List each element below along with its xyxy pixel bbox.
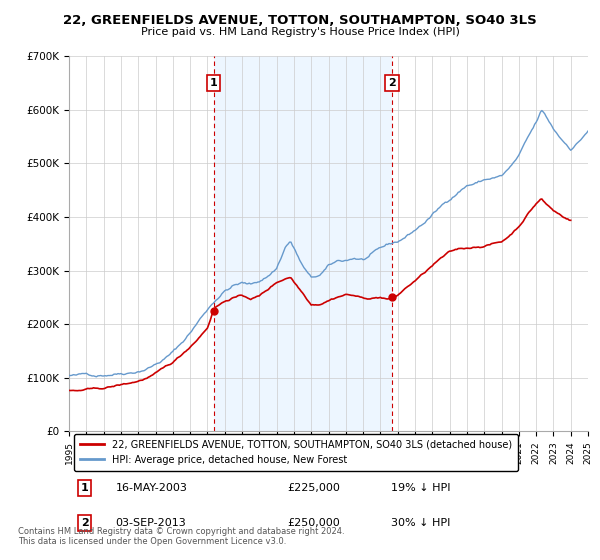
Bar xyxy=(214,56,392,431)
Text: 19% ↓ HPI: 19% ↓ HPI xyxy=(391,483,450,493)
Legend: 22, GREENFIELDS AVENUE, TOTTON, SOUTHAMPTON, SO40 3LS (detached house), HPI: Ave: 22, GREENFIELDS AVENUE, TOTTON, SOUTHAMP… xyxy=(74,434,518,470)
Text: £225,000: £225,000 xyxy=(287,483,340,493)
Text: 30% ↓ HPI: 30% ↓ HPI xyxy=(391,518,450,528)
Text: 03-SEP-2013: 03-SEP-2013 xyxy=(116,518,187,528)
Text: Contains HM Land Registry data © Crown copyright and database right 2024.
This d: Contains HM Land Registry data © Crown c… xyxy=(18,526,344,546)
Text: 2: 2 xyxy=(80,518,88,528)
Text: £250,000: £250,000 xyxy=(287,518,340,528)
Text: 16-MAY-2003: 16-MAY-2003 xyxy=(116,483,188,493)
Text: 22, GREENFIELDS AVENUE, TOTTON, SOUTHAMPTON, SO40 3LS: 22, GREENFIELDS AVENUE, TOTTON, SOUTHAMP… xyxy=(63,14,537,27)
Text: Price paid vs. HM Land Registry's House Price Index (HPI): Price paid vs. HM Land Registry's House … xyxy=(140,27,460,37)
Text: 2: 2 xyxy=(388,78,396,88)
Text: 1: 1 xyxy=(210,78,218,88)
Text: 1: 1 xyxy=(80,483,88,493)
